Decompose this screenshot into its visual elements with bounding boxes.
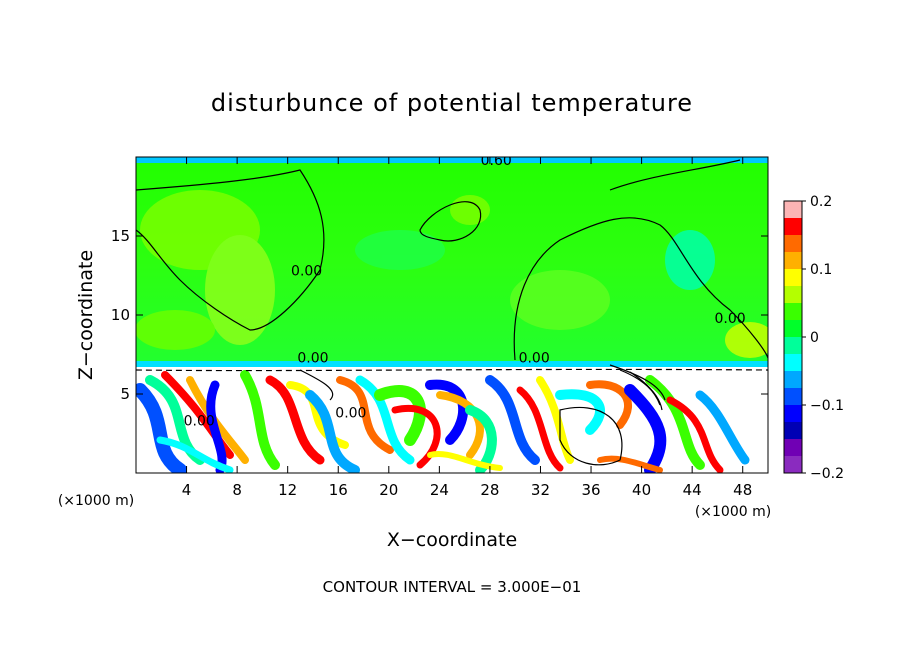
colorbar-tick-label: −0.2 [810,466,844,482]
colorbar-segment [784,388,802,406]
colorbar-segment [784,456,802,474]
colorbar-segment [784,303,802,321]
x-axis-label: X−coordinate [387,529,517,551]
contour-label: 0.00 [291,264,322,280]
x-tick-label: 8 [232,481,242,499]
x-tick-label: 16 [329,481,348,499]
x-tick-label: 24 [430,481,449,499]
y-axis-label: Z−coordinate [75,250,97,380]
colorbar: 0.2 0.1 0 −0.1 −0.2 [783,194,844,482]
colorbar-segment [784,235,802,253]
colorbar-segment [784,252,802,270]
contour-interval-note: CONTOUR INTERVAL = 3.000E−01 [323,578,582,596]
y-tick-label: 15 [111,227,130,245]
x-tick-label: 4 [182,481,192,499]
lower-layer-field [136,370,750,473]
contour-label: 0.00 [519,350,550,366]
colorbar-tick-label: 0.1 [810,262,832,278]
y-tick-label: 10 [111,306,130,324]
x-tick-label: 44 [683,481,702,499]
contour-label: 0.00 [184,414,215,430]
x-tick-label: 32 [531,481,550,499]
colorbar-tick-label: 0 [810,330,819,346]
upper-layer-texture [136,190,768,358]
x-unit-right: (×1000 m) [695,504,771,520]
x-unit-left: (×1000 m) [58,493,134,509]
chart-title: disturbunce of potential temperature [211,89,693,117]
y-tick-label: 5 [120,385,130,403]
x-tick-label: 20 [379,481,398,499]
contour-label-group: 0.60 0.00 0.00 0.00 0.00 0.00 0.00 [184,153,746,430]
colorbar-tick-label: 0.2 [810,194,832,210]
colorbar-segment [784,371,802,389]
x-tick-label: 28 [480,481,499,499]
colorbar-segment [784,218,802,236]
colorbar-segment [784,354,802,372]
contour-lines [136,159,768,466]
colorbar-segment [784,201,802,219]
colorbar-segment [784,320,802,338]
x-tick-label: 48 [733,481,752,499]
contour-label: 0.00 [335,406,366,422]
x-tick-label: 36 [581,481,600,499]
plot-area: 0.60 0.00 0.00 0.00 0.00 0.00 0.00 [136,153,768,473]
colorbar-segment [784,439,802,457]
top-band [136,157,768,163]
colorbar-segment [784,286,802,304]
contour-label: 0.00 [297,350,328,366]
x-axis: 4 8 12 16 20 24 28 32 36 40 44 48 [182,157,752,499]
contour-label: 0.60 [481,153,512,169]
x-tick-label: 40 [632,481,651,499]
x-tick-label: 12 [278,481,297,499]
colorbar-segment [784,337,802,355]
colorbar-segment [784,422,802,440]
contour-label: 0.00 [714,311,745,327]
colorbar-segment [784,269,802,287]
colorbar-segment [784,405,802,423]
colorbar-tick-label: −0.1 [810,398,844,414]
interface-band [136,361,768,367]
y-axis: 5 10 15 [111,227,768,403]
